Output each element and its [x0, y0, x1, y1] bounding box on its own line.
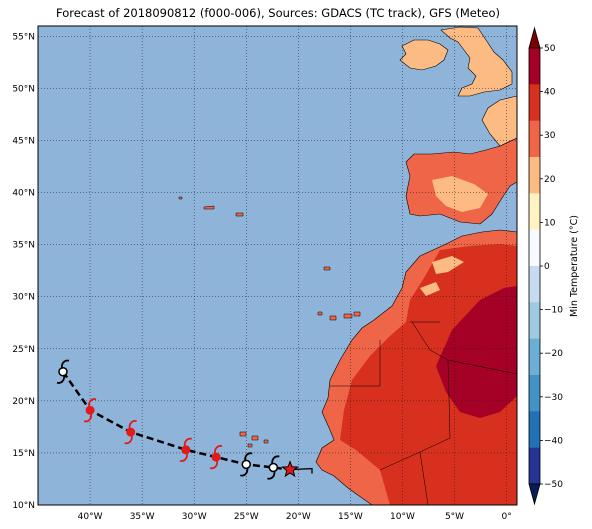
colorbar-tick-label: −50	[544, 480, 563, 490]
lat-tick-label: 30°N	[12, 293, 35, 303]
cyclone-symbol-icon	[267, 455, 280, 480]
lon-tick-label: 20°W	[286, 512, 311, 522]
colorbar-tick-label: 40	[544, 88, 556, 98]
iberia-highland	[432, 176, 488, 212]
lon-tick-label: 35°W	[130, 512, 155, 522]
cyclone-symbol-icon	[179, 437, 193, 462]
colorbar-label: Min Temperature (°C)	[569, 215, 580, 317]
colorbar-segment	[529, 375, 540, 412]
colorbar-segment	[529, 120, 540, 158]
lat-tick-label: 35°N	[12, 241, 35, 251]
cyclone-symbol-icon	[124, 420, 137, 445]
colorbar-segment	[529, 229, 540, 267]
ireland	[399, 39, 449, 71]
colorbar-extend-top	[528, 26, 541, 49]
lon-tick-label: 25°W	[234, 512, 259, 522]
colorbar-segment	[529, 302, 540, 340]
lon-tick-label: 40°W	[78, 512, 103, 522]
lat-tick-label: 50°N	[12, 84, 35, 94]
cyclone-symbol-icon	[56, 359, 70, 384]
colorbar-segment	[529, 447, 540, 485]
sahara-core	[436, 286, 517, 418]
colorbar-tick-label: −30	[544, 393, 563, 403]
lon-tick-label: 5°W	[445, 512, 464, 522]
map-frame	[37, 25, 518, 506]
colorbar-segment	[529, 411, 540, 449]
colorbar: 50 40 30 20 10 0 −10 −20 −30 −40 −50	[528, 26, 563, 506]
lon-tick-label: 0°	[501, 512, 511, 522]
lat-tick-label: 10°N	[12, 501, 35, 511]
track-tail	[289, 467, 313, 474]
colorbar-segment	[529, 48, 540, 85]
colorbar-extend-bottom	[528, 483, 541, 506]
tc-track	[56, 359, 313, 480]
latitude-labels: 10°N 15°N 20°N 25°N 30°N 35°N 40°N 45°N 50°N 55°N	[12, 32, 35, 511]
colorbar-tick-label: −20	[544, 349, 563, 359]
cyclone-symbol-icon	[240, 452, 253, 477]
colorbar-segment	[529, 266, 540, 303]
colorbar-segment	[529, 84, 540, 122]
colorbar-tick-label: 50	[544, 44, 556, 54]
colorbar-tick-label: 30	[544, 131, 556, 141]
france	[481, 95, 518, 147]
land-layer	[178, 26, 518, 506]
lat-tick-label: 45°N	[12, 137, 35, 147]
map-title: Forecast of 2018090812 (f000-006), Sourc…	[56, 6, 500, 20]
lat-tick-label: 40°N	[12, 189, 35, 199]
colorbar-tick-label: −10	[544, 306, 563, 316]
lat-tick-label: 20°N	[12, 397, 35, 407]
lon-tick-label: 10°W	[390, 512, 415, 522]
cyclone-symbol-icon	[83, 398, 97, 423]
atlas-cool-zone	[420, 256, 464, 296]
lon-tick-label: 15°W	[338, 512, 363, 522]
colorbar-tick-label: 0	[544, 262, 550, 272]
graticule	[38, 26, 517, 505]
colorbar-segment	[529, 157, 540, 194]
colorbar-tick-label: −40	[544, 436, 563, 446]
lat-tick-label: 25°N	[12, 345, 35, 355]
longitude-labels: 40°W 35°W 30°W 25°W 20°W 15°W 10°W 5°W 0°	[78, 512, 512, 522]
lon-tick-label: 30°W	[182, 512, 207, 522]
lat-tick-label: 55°N	[12, 32, 35, 42]
colorbar-segment	[529, 338, 540, 376]
current-position-star-icon	[281, 460, 299, 478]
cyclone-symbol-icon	[209, 445, 223, 470]
colorbar-tick-label: 10	[544, 218, 556, 228]
lat-tick-label: 15°N	[12, 449, 35, 459]
islands	[178, 196, 361, 448]
country-borders	[330, 321, 518, 506]
colorbar-segment	[529, 193, 540, 231]
great-britain	[440, 26, 513, 97]
colorbar-tick-label: 20	[544, 175, 556, 185]
